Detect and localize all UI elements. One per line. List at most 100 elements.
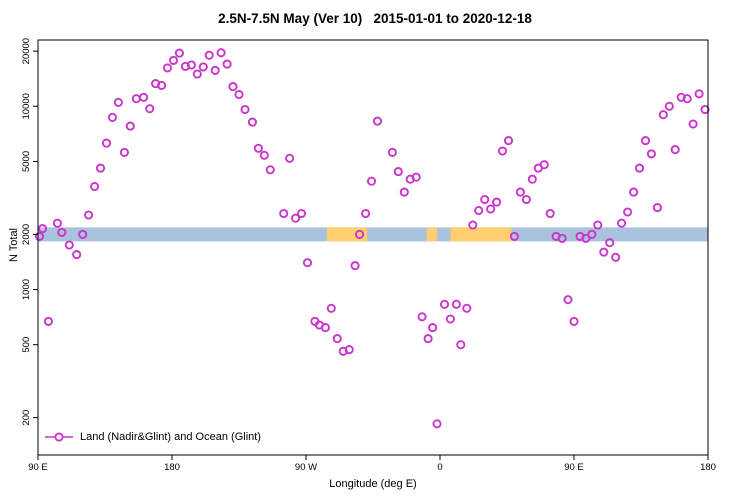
data-point <box>210 65 220 75</box>
data-point <box>332 334 342 344</box>
x-tick-label: 90 W <box>295 462 317 473</box>
chart-title: 2.5N-7.5N May (Ver 10) 2015-01-01 to 202… <box>218 11 532 26</box>
data-point <box>57 227 67 237</box>
data-point <box>372 116 383 126</box>
data-point <box>694 89 704 99</box>
data-point <box>119 147 129 157</box>
data-point <box>291 213 301 223</box>
data-point <box>640 136 651 146</box>
data-point <box>326 303 336 313</box>
data-point <box>658 110 668 120</box>
data-point <box>670 145 680 155</box>
legend-marker-icon <box>45 432 73 442</box>
data-point <box>617 218 627 228</box>
data-point <box>468 220 478 230</box>
data-point <box>503 136 514 146</box>
land-band-segment <box>426 227 438 242</box>
y-tick-label: 10000 <box>21 93 32 119</box>
y-tick-label: 2000 <box>21 224 32 245</box>
data-point <box>168 55 179 65</box>
data-point <box>521 194 531 205</box>
data-point <box>320 323 330 333</box>
data-point <box>90 181 100 192</box>
data-point <box>399 187 409 197</box>
ocean-band <box>38 227 708 242</box>
land-band-segment <box>326 227 368 242</box>
data-point <box>462 303 472 313</box>
y-axis-label: N Total <box>8 227 20 263</box>
data-point <box>64 240 74 250</box>
data-point <box>428 323 438 333</box>
data-point <box>131 94 141 104</box>
data-point <box>240 104 250 115</box>
data-point <box>355 229 365 239</box>
data-point <box>34 231 45 241</box>
plot-border <box>37 39 709 456</box>
data-point <box>101 138 112 148</box>
data-point <box>527 174 537 184</box>
data-point <box>387 147 397 157</box>
data-point <box>515 187 525 197</box>
data-point <box>634 163 645 173</box>
data-point <box>563 295 573 305</box>
data-point <box>95 163 106 173</box>
data-point <box>253 143 263 153</box>
legend-label: Land (Nadir&Glint) and Ocean (Glint) <box>80 431 261 443</box>
data-point <box>557 233 567 243</box>
data-point <box>587 229 597 239</box>
data-point <box>652 203 662 213</box>
data-point <box>492 197 502 207</box>
data-point <box>605 238 615 248</box>
data-point <box>417 312 427 322</box>
data-point <box>107 112 117 122</box>
data-point <box>222 59 232 69</box>
data-point <box>623 207 633 217</box>
data-point <box>84 210 94 220</box>
data-point <box>545 208 555 219</box>
x-tick-label: 0 <box>437 462 442 473</box>
data-point <box>296 208 307 219</box>
data-point <box>52 218 62 228</box>
data-point <box>445 314 455 324</box>
data-point <box>474 205 484 216</box>
data-point <box>186 60 196 70</box>
data-point <box>411 172 421 182</box>
data-point <box>234 89 244 100</box>
data-point <box>350 261 360 271</box>
data-point <box>157 80 167 90</box>
x-tick-label: 90 E <box>564 462 584 473</box>
data-point <box>593 220 603 230</box>
data-point <box>204 50 214 60</box>
data-point <box>611 252 621 262</box>
data-point <box>113 97 123 107</box>
data-point <box>581 233 591 243</box>
data-point <box>664 101 674 111</box>
x-tick-label: 180 <box>164 462 180 473</box>
land-band-segment <box>450 227 512 242</box>
data-point <box>480 194 490 205</box>
data-point <box>265 165 275 175</box>
data-point <box>192 69 202 79</box>
data-point <box>139 92 149 102</box>
data-point <box>432 419 442 429</box>
data-point <box>599 247 609 257</box>
data-point <box>174 48 184 58</box>
data-point <box>486 204 496 214</box>
data-point <box>37 224 48 234</box>
data-point <box>302 258 313 268</box>
y-tick-label: 1000 <box>21 279 32 300</box>
data-point <box>700 104 710 115</box>
data-point <box>393 167 403 177</box>
data-point <box>629 187 639 197</box>
data-point <box>366 176 377 186</box>
data-point <box>646 149 656 159</box>
data-point <box>279 208 289 219</box>
data-point <box>423 334 433 344</box>
x-tick-label: 90 E <box>28 462 48 473</box>
data-point <box>125 121 135 131</box>
data-point <box>285 153 295 163</box>
y-tick-label: 200 <box>21 410 32 426</box>
data-point <box>162 63 173 73</box>
data-point <box>72 250 82 260</box>
